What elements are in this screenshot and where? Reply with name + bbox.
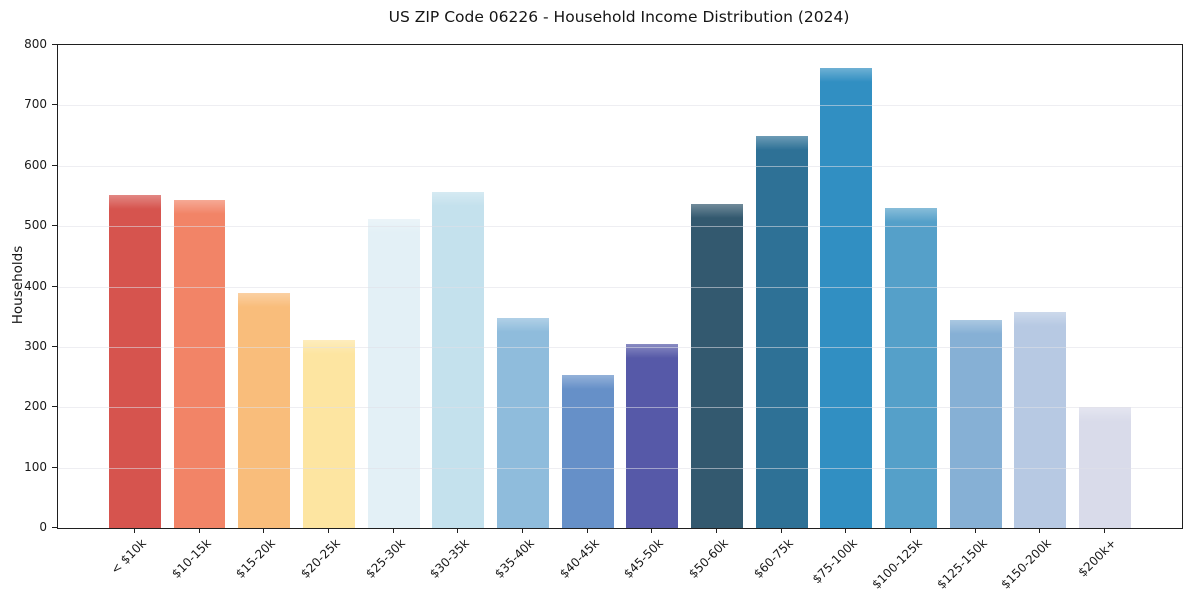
- y-tick-label: 300: [24, 338, 47, 353]
- x-tick-mark: [845, 528, 847, 533]
- y-tick-mark: [52, 104, 57, 106]
- y-tick-label: 500: [24, 218, 47, 233]
- x-tick-mark: [780, 528, 782, 533]
- bar-75-100k: [820, 67, 873, 528]
- x-tick-mark: [521, 528, 523, 533]
- bar-45-50k: [626, 343, 679, 528]
- y-tick-mark: [52, 466, 57, 468]
- x-tick-mark: [1104, 528, 1106, 533]
- bar-50-60k: [691, 204, 743, 528]
- bar-40-45k: [561, 375, 614, 528]
- chart-title: US ZIP Code 06226 - Household Income Dis…: [388, 8, 850, 26]
- bar-125-150k: [949, 319, 1002, 528]
- y-tick-label: 800: [24, 37, 47, 51]
- x-tick-mark: [910, 528, 912, 533]
- bar-60-75k: [755, 136, 808, 528]
- bar-100-125k: [885, 208, 937, 528]
- y-tick-mark: [52, 527, 57, 528]
- x-tick-mark: [1039, 528, 1041, 533]
- y-tick-mark: [52, 164, 57, 166]
- y-tick-label: 100: [24, 459, 47, 474]
- bar-10k: [109, 195, 161, 528]
- bar-25-30k: [367, 218, 420, 528]
- y-tick-label: 600: [24, 157, 47, 172]
- x-tick-mark: [586, 528, 588, 533]
- bar-150-200k: [1014, 311, 1067, 528]
- x-tick-mark: [392, 528, 394, 533]
- x-tick-mark: [198, 528, 200, 533]
- y-tick-mark: [52, 285, 57, 287]
- y-tick-label: 400: [24, 278, 47, 293]
- gridline-y-300: [58, 346, 1182, 348]
- bar-35-40k: [497, 317, 549, 528]
- y-tick-mark: [52, 44, 57, 45]
- x-tick-mark: [651, 528, 653, 533]
- bar-200k: [1079, 406, 1131, 528]
- gridline-y-700: [58, 105, 1182, 107]
- bar-30-35k: [432, 192, 485, 528]
- plot-area: [57, 44, 1183, 529]
- bar-20-25k: [303, 340, 355, 528]
- y-tick-mark: [52, 345, 57, 347]
- x-tick-label: < $10k: [108, 536, 149, 577]
- gridline-y-100: [58, 467, 1182, 469]
- x-tick-mark: [716, 528, 717, 533]
- x-tick-mark: [457, 528, 459, 533]
- y-tick-mark: [52, 406, 57, 408]
- y-tick-mark: [52, 225, 57, 227]
- y-tick-label: 0: [39, 520, 47, 534]
- gridline-y-500: [58, 226, 1182, 228]
- bar-10-15k: [173, 199, 226, 528]
- y-tick-label: 700: [24, 97, 47, 112]
- gridline-y-200: [58, 407, 1182, 409]
- x-tick-mark: [263, 528, 265, 533]
- y-tick-label: 200: [24, 399, 47, 414]
- gridline-y-600: [58, 165, 1182, 167]
- x-tick-mark: [974, 528, 976, 533]
- bar-15-20k: [238, 293, 291, 528]
- x-tick-mark: [327, 528, 329, 533]
- x-tick-mark: [133, 528, 135, 533]
- gridline-y-400: [58, 286, 1182, 288]
